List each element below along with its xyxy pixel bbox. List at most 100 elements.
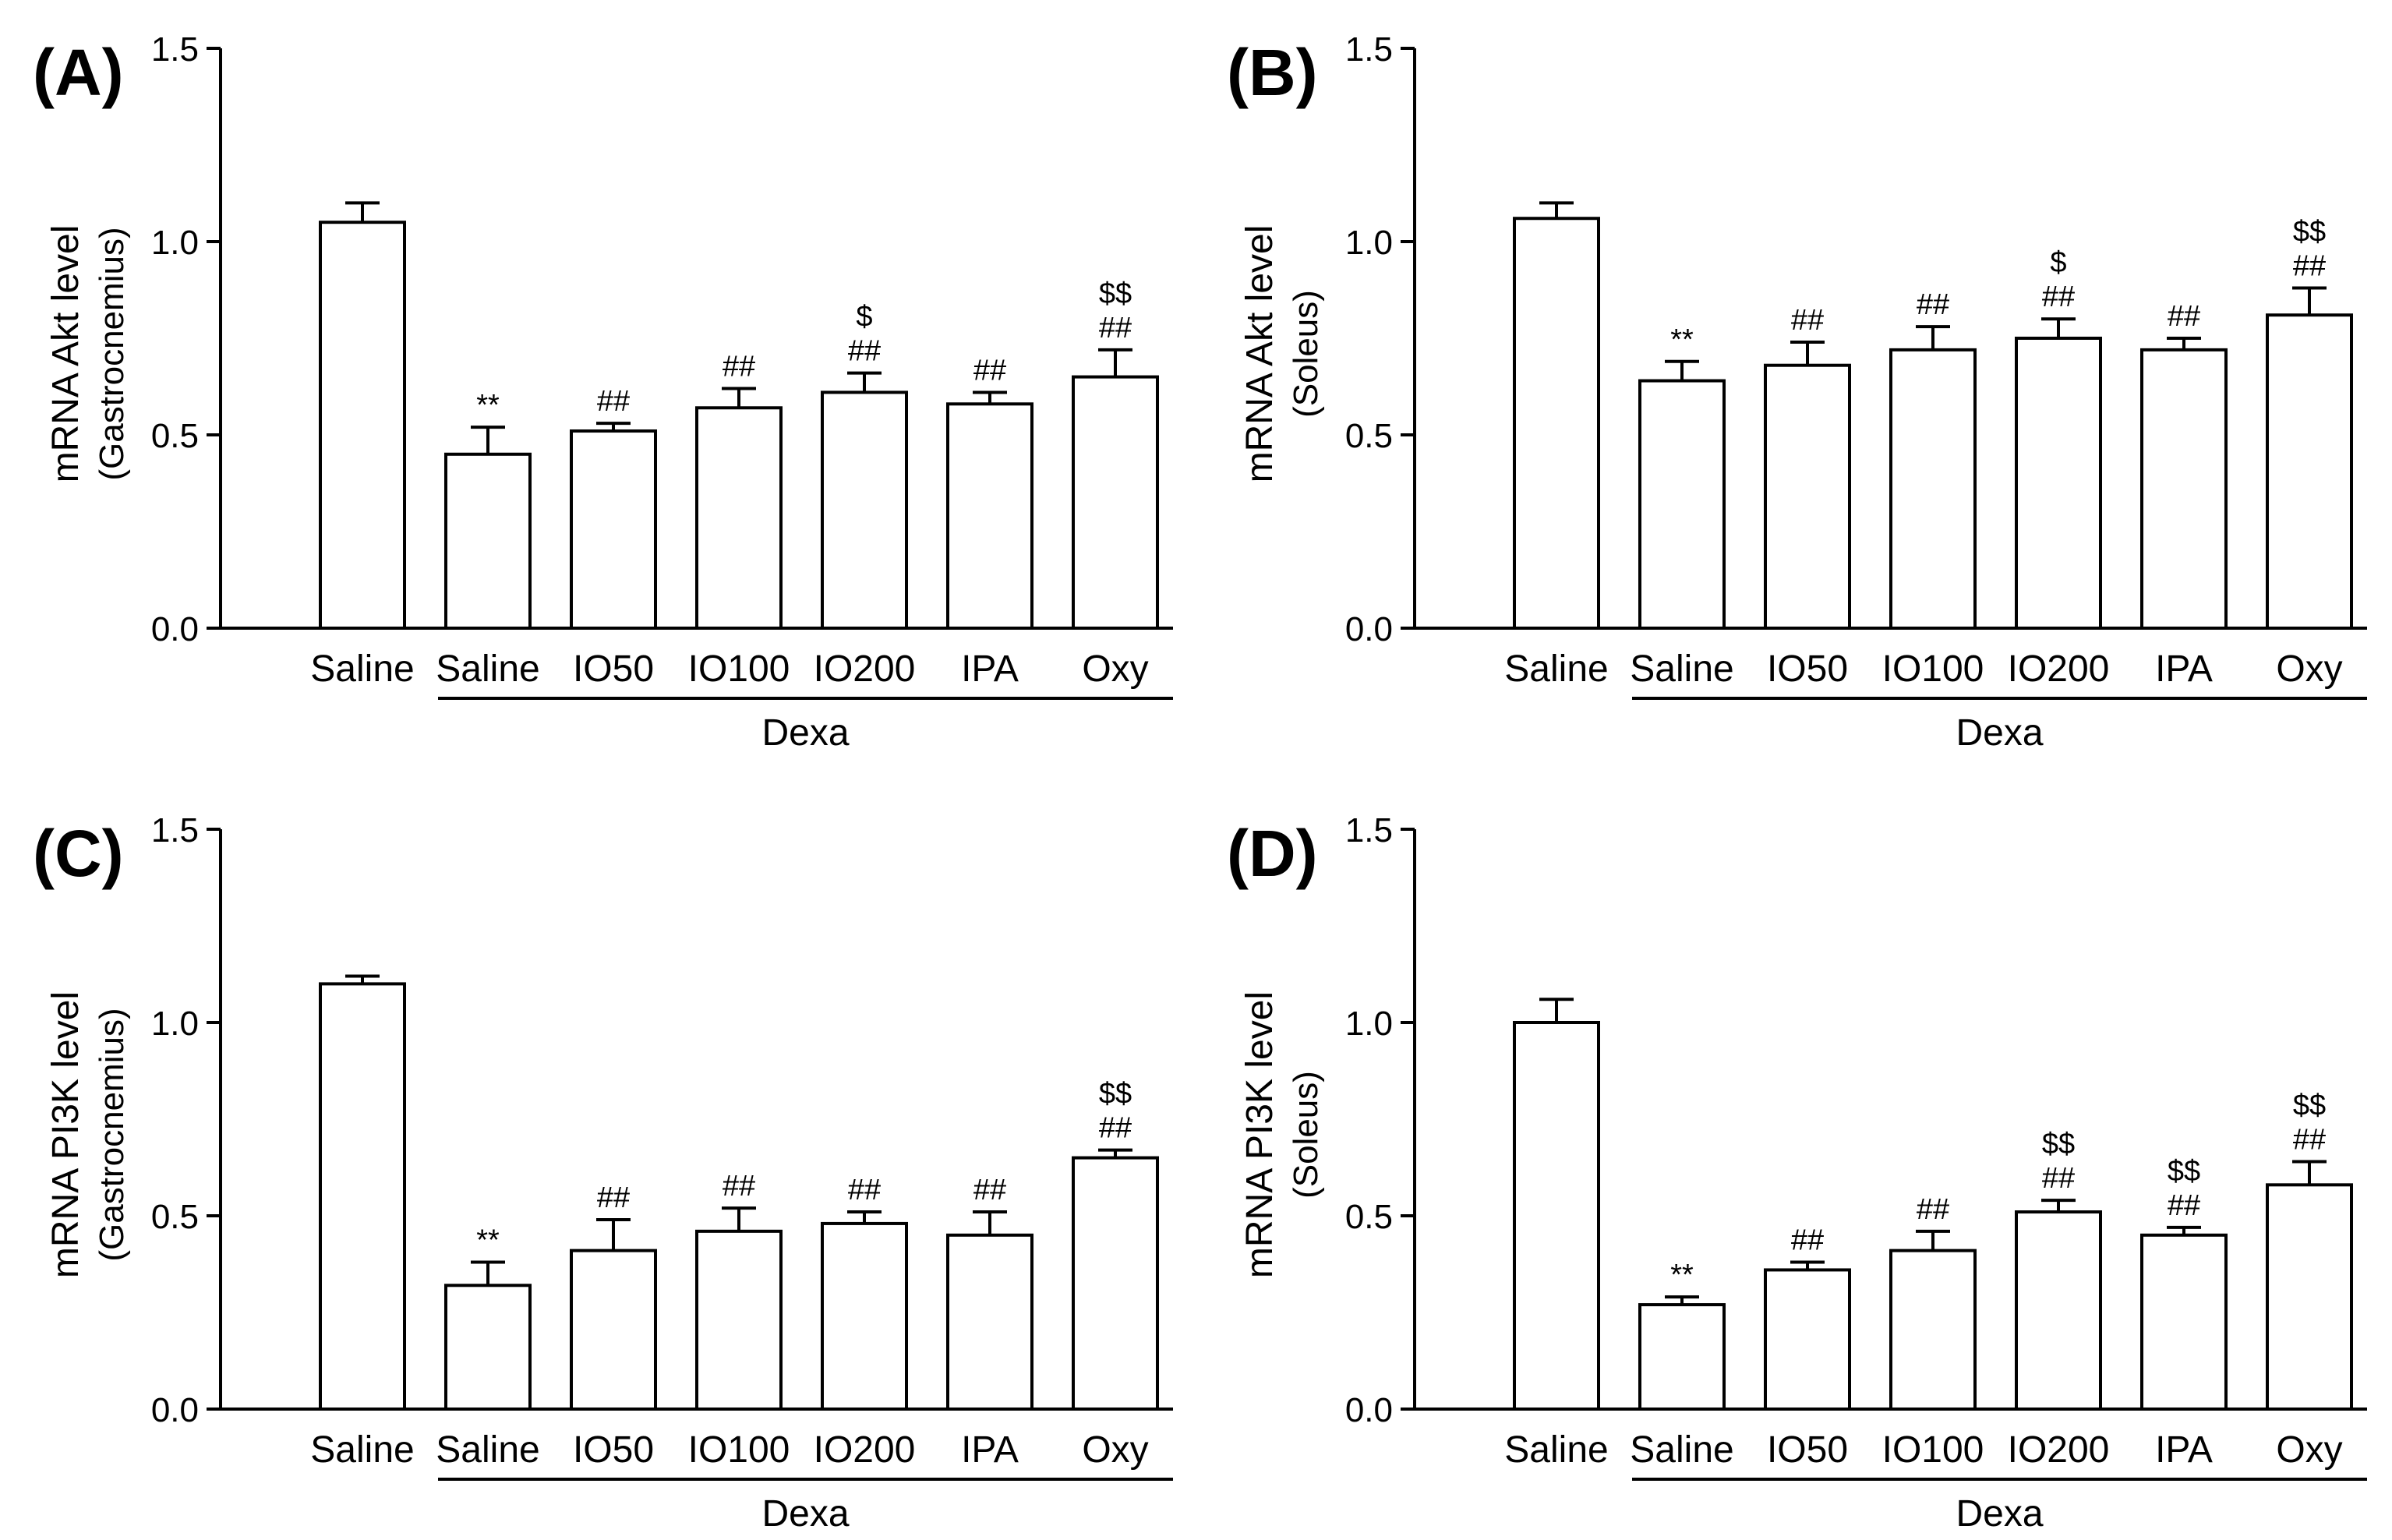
significance-label: $$ [2293, 216, 2326, 249]
bar [1513, 217, 1600, 630]
x-category-label: IO50 [1767, 648, 1848, 690]
y-tick-label: 0.0 [151, 1391, 199, 1429]
significance-label: ## [2293, 250, 2326, 283]
x-category-label: Saline [1504, 1429, 1608, 1471]
panel-label: (B) [1227, 36, 1318, 109]
significance-label: ## [973, 354, 1006, 387]
bar [319, 982, 406, 1411]
x-category-label: IPA [2155, 648, 2213, 690]
chart-panel: (D) 0.0 0.5 1.0 1.5 mRNA PI3K level (Soleus) Sa… [1227, 811, 2367, 1535]
x-category-label: Saline [310, 1429, 414, 1471]
significance-label: $ [856, 301, 872, 334]
y-tick-label: 0.0 [1345, 1391, 1393, 1429]
bar [2015, 1210, 2102, 1411]
y-axis-sublabel: (Gastrocnemius) [93, 227, 131, 480]
bar [2140, 1233, 2228, 1411]
x-category-label: IO100 [688, 648, 790, 690]
x-category-label: Saline [436, 648, 539, 690]
significance-label: ## [2168, 300, 2200, 333]
x-category-label: IO50 [1767, 1429, 1848, 1471]
y-tick-label: 1.5 [151, 811, 199, 849]
x-category-label: Saline [1630, 1429, 1733, 1471]
x-category-label: IO200 [814, 1429, 916, 1471]
panel-label: (C) [33, 817, 124, 890]
group-label: Dexa [761, 712, 849, 754]
x-category-label: Oxy [1082, 1429, 1148, 1471]
significance-label: ## [723, 350, 755, 383]
significance-label: ** [476, 1224, 500, 1257]
y-tick-label: 0.5 [1345, 1198, 1393, 1236]
y-axis-label: mRNA Akt level [45, 225, 87, 483]
x-category-label: IO50 [573, 648, 654, 690]
x-category-label: IO50 [573, 1429, 654, 1471]
x-category-label: IPA [961, 1429, 1019, 1471]
panel-label: (D) [1227, 817, 1318, 890]
bar [570, 429, 657, 630]
significance-label: ## [848, 335, 881, 368]
chart-panel: (B) 0.0 0.5 1.0 1.5 mRNA Akt level (Soleus) Sal… [1227, 30, 2367, 754]
significance-label: ## [1099, 1112, 1132, 1145]
y-tick-label: 0.5 [151, 1198, 199, 1236]
panel-label: (A) [33, 36, 124, 109]
x-category-label: IPA [2155, 1429, 2213, 1471]
x-category-label: Oxy [2276, 1429, 2342, 1471]
significance-label: ## [1917, 288, 1949, 321]
bar [1764, 363, 1851, 630]
bar [695, 406, 783, 630]
significance-label: $$ [2293, 1090, 2326, 1122]
significance-label: ## [973, 1174, 1006, 1206]
significance-label: ## [2293, 1124, 2326, 1157]
bar [1764, 1268, 1851, 1411]
x-category-label: Saline [1630, 648, 1733, 690]
x-category-label: IO100 [688, 1429, 790, 1471]
bar [1889, 348, 1977, 630]
significance-label: ## [1791, 1224, 1824, 1257]
chart-panel: (C) 0.0 0.5 1.0 1.5 mRNA PI3K level (Gastrocne… [33, 811, 1173, 1535]
y-tick-label: 0.0 [1345, 610, 1393, 648]
x-category-label: Saline [1504, 648, 1608, 690]
bar [946, 402, 1033, 630]
significance-label: $$ [2168, 1155, 2200, 1188]
y-tick-label: 0.5 [1345, 417, 1393, 455]
y-tick-label: 1.0 [151, 1005, 199, 1043]
bar [2266, 1183, 2353, 1411]
y-tick-label: 0.0 [151, 610, 199, 648]
group-label: Dexa [1956, 712, 2043, 754]
bar [1889, 1249, 1977, 1411]
significance-label: $$ [2042, 1128, 2075, 1160]
x-category-label: IO200 [2008, 1429, 2110, 1471]
significance-label: ** [476, 389, 500, 422]
bar [2140, 348, 2228, 630]
significance-label: ## [2168, 1189, 2200, 1222]
bar [821, 1221, 908, 1411]
y-tick-label: 0.5 [151, 417, 199, 455]
y-tick-label: 1.5 [1345, 30, 1393, 69]
significance-label: ## [2042, 1162, 2075, 1195]
significance-label: $ [2050, 246, 2066, 279]
y-tick-label: 1.0 [1345, 224, 1393, 262]
bar [1072, 375, 1159, 630]
x-category-label: IPA [961, 648, 1019, 690]
bar [821, 390, 908, 630]
x-category-label: IO100 [1882, 648, 1984, 690]
y-tick-label: 1.5 [1345, 811, 1393, 849]
bar [695, 1229, 783, 1411]
significance-label: ** [1670, 1259, 1694, 1291]
x-category-label: IO200 [814, 648, 916, 690]
y-axis-label: mRNA Akt level [1239, 225, 1281, 483]
bar [2015, 337, 2102, 630]
significance-label: ## [848, 1174, 881, 1206]
bar [1513, 1021, 1600, 1411]
y-axis-sublabel: (Gastrocnemius) [93, 1008, 131, 1261]
bar [319, 221, 406, 630]
x-category-label: IO100 [1882, 1429, 1984, 1471]
y-axis-sublabel: (Soleus) [1287, 1071, 1325, 1199]
x-category-label: Saline [436, 1429, 539, 1471]
bar [1638, 1303, 1726, 1411]
y-axis-label: mRNA PI3K level [45, 991, 87, 1278]
significance-label: ## [1099, 312, 1132, 344]
bar [946, 1233, 1033, 1411]
bar [1638, 379, 1726, 630]
significance-label: ## [597, 385, 630, 418]
